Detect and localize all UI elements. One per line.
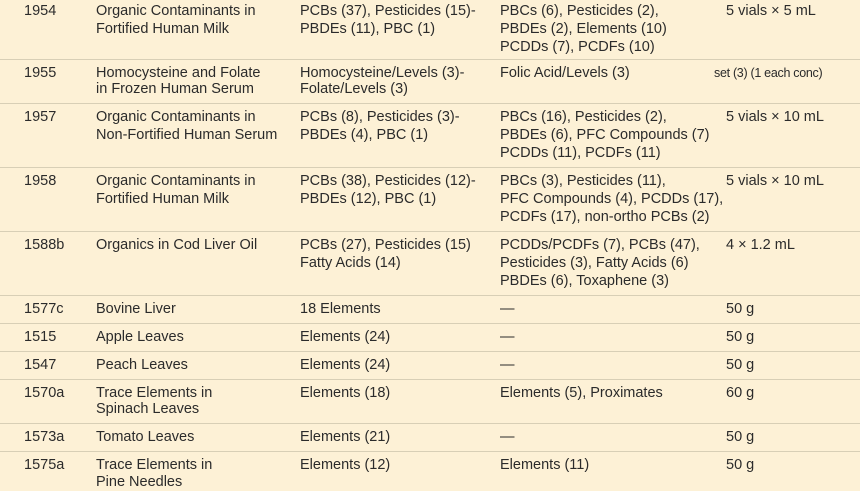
srm-number: 1515 xyxy=(24,329,57,345)
certified-line: PCBs (8), Pesticides (3)- xyxy=(300,109,460,125)
reference-line: Folic Acid/Levels (3) xyxy=(500,65,630,81)
reference-line: PBDEs (6), Toxaphene (3) xyxy=(500,273,669,289)
reference-line: Pesticides (3), Fatty Acids (6) xyxy=(500,255,689,271)
table-row: 1955 Homocysteine and Folate in Frozen H… xyxy=(0,60,860,102)
description-line: Peach Leaves xyxy=(96,357,188,373)
description-line: Trace Elements in xyxy=(96,457,213,473)
description-line: in Frozen Human Serum xyxy=(96,81,254,97)
row-divider xyxy=(0,451,860,452)
unit-size: 50 g xyxy=(726,457,755,473)
description-line: Organic Contaminants in xyxy=(96,3,256,19)
certified-line: 18 Elements xyxy=(300,301,381,317)
srm-number: 1954 xyxy=(24,3,57,19)
certified-line: Elements (24) xyxy=(300,357,391,373)
srm-number: 1955 xyxy=(24,65,57,81)
description-line: Bovine Liver xyxy=(96,301,176,317)
srm-number: 1577c xyxy=(24,301,64,317)
description-line: Organic Contaminants in xyxy=(96,109,256,125)
reference-line: PBDEs (6), PFC Compounds (7) xyxy=(500,127,710,143)
srm-number: 1588b xyxy=(24,237,65,253)
certified-line: PCBs (37), Pesticides (15)- xyxy=(300,3,476,19)
certified-line: Folate/Levels (3) xyxy=(300,81,408,97)
reference-line: — xyxy=(500,329,515,345)
row-divider xyxy=(0,103,860,104)
unit-size: 50 g xyxy=(726,301,755,317)
reference-line: Elements (5), Proximates xyxy=(500,385,663,401)
srm-number: 1958 xyxy=(24,173,57,189)
reference-line: PBCs (16), Pesticides (2), xyxy=(500,109,667,125)
description-line: Fortified Human Milk xyxy=(96,21,229,37)
certified-line: Elements (12) xyxy=(300,457,391,473)
description-line: Pine Needles xyxy=(96,474,183,490)
row-divider xyxy=(0,423,860,424)
table-row: 1515 Apple Leaves Elements (24) — 50 g xyxy=(0,324,860,350)
description-line: Fortified Human Milk xyxy=(96,191,229,207)
unit-size: 50 g xyxy=(726,357,755,373)
table-row: 1575a Trace Elements in Pine Needles Ele… xyxy=(0,452,860,491)
certified-line: Elements (21) xyxy=(300,429,391,445)
srm-number: 1573a xyxy=(24,429,65,445)
row-divider xyxy=(0,231,860,232)
table-row: 1570a Trace Elements in Spinach Leaves E… xyxy=(0,380,860,422)
srm-number: 1575a xyxy=(24,457,65,473)
unit-size: 50 g xyxy=(726,429,755,445)
reference-line: PFC Compounds (4), PCDDs (17), xyxy=(500,191,724,207)
row-divider xyxy=(0,323,860,324)
certified-line: PBDEs (12), PBC (1) xyxy=(300,191,437,207)
table-row: 1958 Organic Contaminants in Fortified H… xyxy=(0,168,860,228)
description-line: Tomato Leaves xyxy=(96,429,195,445)
reference-line: — xyxy=(500,429,515,445)
unit-size: 60 g xyxy=(726,385,755,401)
unit-size: 5 vials × 10 mL xyxy=(726,109,824,125)
reference-line: — xyxy=(500,357,515,373)
certified-line: Elements (24) xyxy=(300,329,391,345)
description-line: Non-Fortified Human Serum xyxy=(96,127,278,143)
row-divider xyxy=(0,167,860,168)
description-line: Apple Leaves xyxy=(96,329,184,345)
certified-line: PBDEs (4), PBC (1) xyxy=(300,127,429,143)
table-row: 1547 Peach Leaves Elements (24) — 50 g xyxy=(0,352,860,378)
row-divider xyxy=(0,379,860,380)
reference-line: PCDFs (17), non-ortho PCBs (2) xyxy=(500,209,710,225)
description-line: Trace Elements in xyxy=(96,385,213,401)
table-row: 1957 Organic Contaminants in Non-Fortifi… xyxy=(0,104,860,164)
certified-line: Elements (18) xyxy=(300,385,391,401)
table-row: 1954 Organic Contaminants in Fortified H… xyxy=(0,0,860,58)
certified-line: Fatty Acids (14) xyxy=(300,255,401,271)
unit-size: set (3) (1 each conc) xyxy=(714,66,823,80)
srm-number: 1547 xyxy=(24,357,57,373)
row-divider xyxy=(0,59,860,60)
unit-size: 4 × 1.2 mL xyxy=(726,237,795,253)
description-line: Homocysteine and Folate xyxy=(96,65,261,81)
srm-number: 1570a xyxy=(24,385,65,401)
reference-line: PBCs (3), Pesticides (11), xyxy=(500,173,666,189)
certified-line: PCBs (38), Pesticides (12)- xyxy=(300,173,476,189)
certified-line: PBDEs (11), PBC (1) xyxy=(300,21,436,37)
reference-line: PBCs (6), Pesticides (2), xyxy=(500,3,659,19)
certified-line: PCBs (27), Pesticides (15) xyxy=(300,237,471,253)
unit-size: 50 g xyxy=(726,329,755,345)
table-row: 1573a Tomato Leaves Elements (21) — 50 g xyxy=(0,424,860,450)
table-row: 1588b Organics in Cod Liver Oil PCBs (27… xyxy=(0,232,860,292)
reference-line: Elements (11) xyxy=(500,457,590,473)
description-line: Spinach Leaves xyxy=(96,401,200,417)
srm-number: 1957 xyxy=(24,109,57,125)
description-line: Organic Contaminants in xyxy=(96,173,256,189)
reference-line: PCDDs (7), PCDFs (10) xyxy=(500,39,655,55)
table-row: 1577c Bovine Liver 18 Elements — 50 g xyxy=(0,296,860,322)
row-divider xyxy=(0,295,860,296)
certified-line: Homocysteine/Levels (3)- xyxy=(300,65,465,81)
row-divider xyxy=(0,351,860,352)
description-line: Organics in Cod Liver Oil xyxy=(96,237,258,253)
reference-line: PCDDs (11), PCDFs (11) xyxy=(500,145,661,161)
reference-line: PBDEs (2), Elements (10) xyxy=(500,21,667,37)
unit-size: 5 vials × 10 mL xyxy=(726,173,824,189)
reference-line: PCDDs/PCDFs (7), PCBs (47), xyxy=(500,237,700,253)
reference-line: — xyxy=(500,301,515,317)
unit-size: 5 vials × 5 mL xyxy=(726,3,816,19)
